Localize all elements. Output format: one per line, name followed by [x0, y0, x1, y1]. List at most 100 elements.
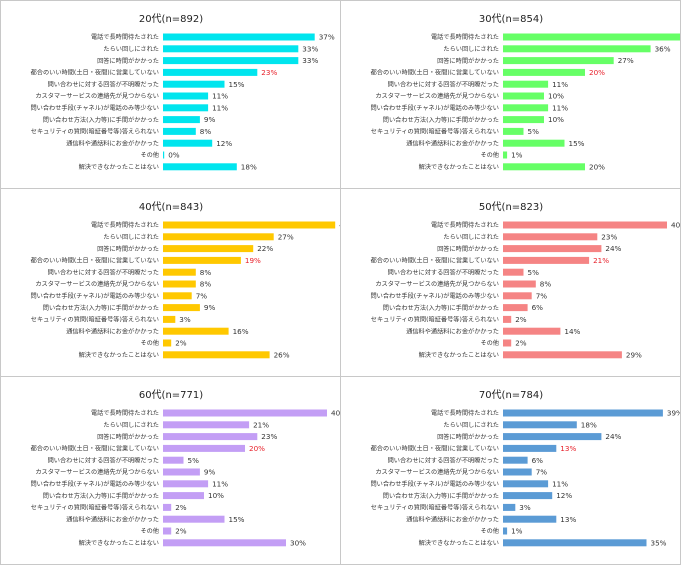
bar: [163, 57, 299, 65]
data-label: 2%: [515, 315, 527, 324]
data-label: 33%: [302, 44, 318, 53]
bar: [163, 80, 225, 88]
bar: [503, 480, 549, 488]
bar: [163, 256, 241, 264]
bar: [503, 539, 647, 547]
data-label: 7%: [536, 291, 548, 300]
category-label: 通信料や通話料にお金がかかった: [406, 327, 499, 335]
category-label: たらい回しにされた: [103, 46, 159, 53]
data-label: 8%: [200, 280, 212, 289]
category-label: 都合のいい時間(土日・夜間)に営業していない: [371, 69, 499, 77]
bar: [163, 468, 200, 476]
bar: [503, 409, 663, 417]
category-label: その他: [480, 151, 499, 159]
chart-panel-40s: 40代(n=843) 電話で長時間待たされた 42% たらい回しにされた 27% 回答に時…: [0, 188, 341, 377]
bar: [163, 33, 315, 41]
data-label: 21%: [593, 256, 609, 265]
data-label: 5%: [528, 127, 540, 136]
data-label: 2%: [175, 503, 187, 512]
data-label: 22%: [257, 244, 273, 253]
bar-chart-svg: 40代(n=843) 電話で長時間待たされた 42% たらい回しにされた 27% 回答に時…: [30, 201, 340, 359]
category-label: 解決できなかったことはない: [419, 539, 499, 547]
category-label: たらい回しにされた: [443, 46, 499, 53]
category-label: 問い合わせ手段(チャネル)が電話のみ等少ない: [30, 104, 159, 112]
data-label: 15%: [229, 515, 245, 524]
bar: [163, 539, 286, 547]
data-label: 14%: [564, 327, 580, 336]
bar: [163, 233, 274, 241]
bar: [163, 116, 200, 124]
chart-title: 70代(n=784): [479, 389, 543, 401]
bar: [503, 163, 585, 171]
data-label: 10%: [548, 115, 564, 124]
bar: [503, 503, 516, 511]
category-label: 電話で長時間待たされた: [91, 221, 159, 229]
bar-chart-svg: 30代(n=854)電話で長時間待たされた46%たらい回しにされた36%回答に時…: [370, 13, 680, 171]
chart-panel-50s: 50代(n=823) 電話で長時間待たされた 40% たらい回しにされた 23% 回答に時…: [340, 188, 681, 377]
category-label: 問い合わせ手段(チャネル)が電話のみ等少ない: [30, 292, 159, 300]
category-label: 通信料や通話料にお金がかかった: [66, 139, 159, 147]
category-label: その他: [140, 151, 159, 159]
category-label: 電話で長時間待たされた: [431, 221, 499, 229]
data-label: 15%: [569, 139, 585, 148]
bar: [163, 268, 196, 276]
data-label: 8%: [200, 127, 212, 136]
bar: [503, 468, 532, 476]
bar: [503, 456, 528, 464]
bar: [503, 327, 561, 335]
data-label: 11%: [212, 103, 228, 112]
bar-chart-svg: 70代(n=784) 電話で長時間待たされた 39% たらい回しにされた 18% 回答に時…: [370, 389, 680, 547]
bar: [503, 45, 651, 53]
category-label: 解決できなかったことはない: [79, 351, 159, 359]
data-label: 2%: [175, 527, 187, 536]
category-label: 通信料や通話料にお金がかかった: [66, 515, 159, 523]
category-label: 問い合わせ手段(チャネル)が電話のみ等少ない: [370, 104, 499, 112]
category-label: 問い合わせ方法(入力等)に手間がかかった: [43, 116, 159, 124]
bar: [163, 492, 204, 500]
data-label: 5%: [528, 268, 540, 277]
bar: [163, 280, 196, 288]
bar: [163, 421, 250, 429]
category-label: 回答に時間がかかった: [437, 433, 499, 441]
data-label: 7%: [536, 468, 548, 477]
bar: [503, 315, 512, 323]
bar: [503, 444, 557, 452]
bar: [503, 268, 524, 276]
bar: [503, 104, 549, 112]
category-label: 問い合わせ方法(入力等)に手間がかかった: [43, 304, 159, 312]
category-label: セキュリティの質問(暗証番号等)答えられない: [31, 316, 159, 324]
data-label: 40%: [671, 221, 680, 230]
data-label: 42%: [339, 221, 340, 230]
bar: [503, 433, 602, 441]
category-label: 都合のいい時間(土日・夜間)に営業していない: [371, 445, 499, 453]
data-label: 37%: [319, 33, 335, 42]
bar: [503, 127, 524, 135]
category-label: 問い合わせ方法(入力等)に手間がかかった: [383, 304, 499, 312]
bar: [163, 503, 172, 511]
category-label: カスタマーサービスの連絡先が見つからない: [35, 92, 159, 100]
data-label: 11%: [552, 80, 568, 89]
data-label: 6%: [532, 303, 544, 312]
category-label: セキュリティの質問(暗証番号等)答えられない: [371, 316, 499, 324]
data-label: 5%: [188, 456, 200, 465]
category-label: セキュリティの質問(暗証番号等)答えられない: [31, 504, 159, 512]
data-label: 20%: [589, 162, 605, 171]
chart-panel-70s: 70代(n=784) 電話で長時間待たされた 39% たらい回しにされた 18% 回答に時…: [340, 376, 681, 565]
data-label: 8%: [200, 268, 212, 277]
category-label: 問い合わせに対する回答が不明瞭だった: [388, 456, 499, 464]
chart-panel-20s: 20代(n=892) 電話で長時間待たされた 37% たらい回しにされた 33% 回答に時…: [0, 0, 341, 189]
bar: [503, 33, 680, 41]
bar: [503, 233, 598, 241]
category-label: 問い合わせ手段(チャネル)が電話のみ等少ない: [370, 292, 499, 300]
data-label: 13%: [560, 444, 576, 453]
category-label: 問い合わせに対する回答が不明瞭だった: [48, 80, 159, 88]
data-label: 24%: [605, 244, 621, 253]
category-label: カスタマーサービスの連絡先が見つからない: [35, 468, 159, 476]
data-label: 7%: [196, 291, 208, 300]
category-label: 都合のいい時間(土日・夜間)に営業していない: [31, 445, 159, 453]
chart-title: 20代(n=892): [139, 13, 203, 25]
data-label: 9%: [204, 468, 216, 477]
category-label: 電話で長時間待たされた: [91, 33, 159, 41]
bar-chart-svg: 20代(n=892) 電話で長時間待たされた 37% たらい回しにされた 33% 回答に時…: [30, 13, 335, 171]
category-label: 問い合わせ方法(入力等)に手間がかかった: [383, 116, 499, 124]
